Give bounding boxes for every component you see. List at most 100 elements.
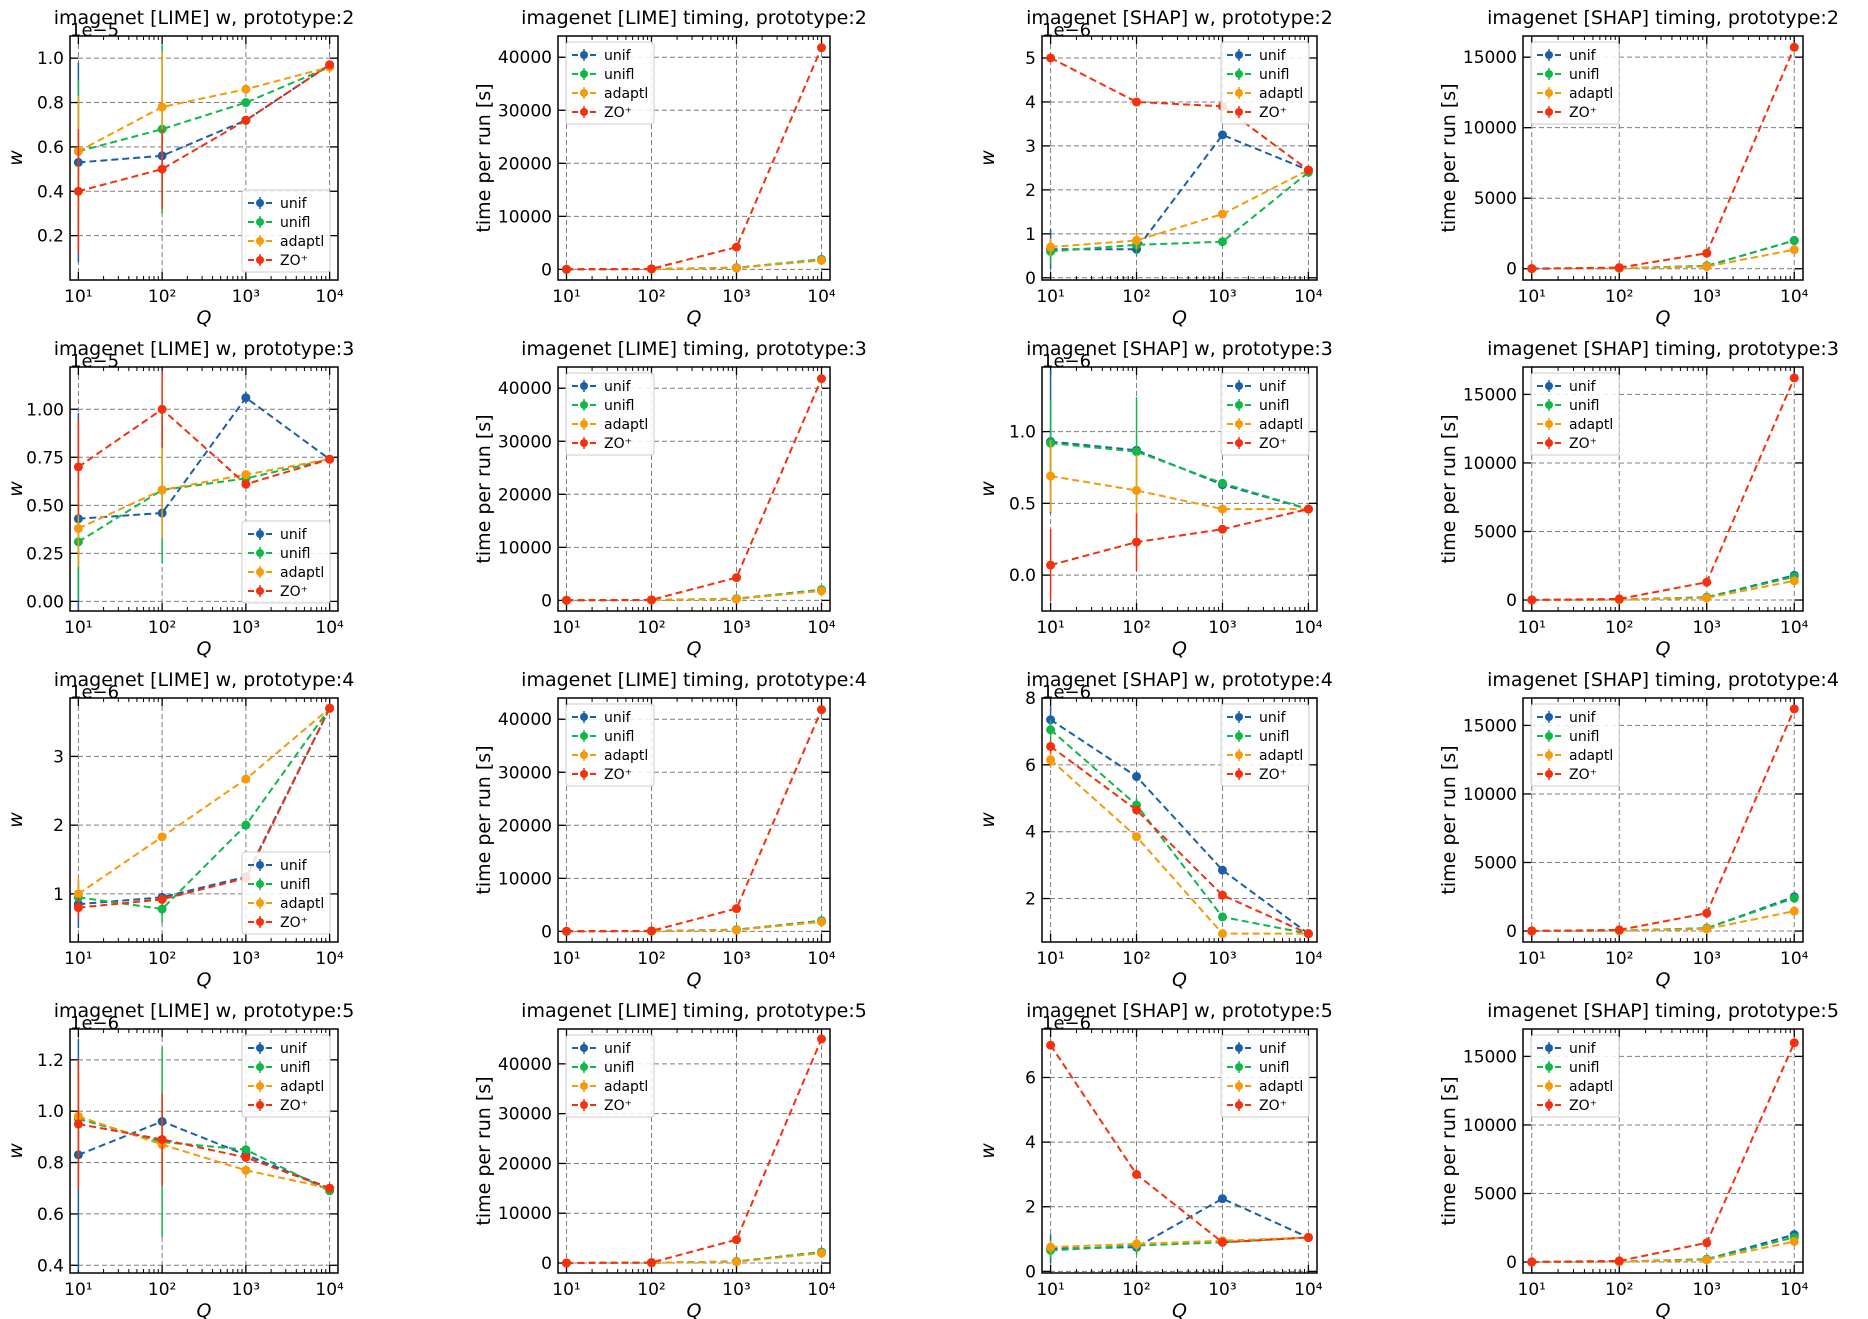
data-point <box>647 1258 656 1268</box>
legend-swatch-marker <box>1235 70 1243 78</box>
data-point <box>241 1165 251 1175</box>
chart-panel-3: imagenet [SHAP] w, prototype:21e−6 10¹ 10²… <box>977 7 1333 329</box>
x-tick-label: 10³ <box>722 287 750 307</box>
legend-swatch-marker <box>580 382 588 390</box>
legend-swatch-marker <box>1235 439 1243 447</box>
x-axis-label: Q <box>197 969 212 991</box>
chart-title: imagenet [LIME] w, prototype:3 <box>54 338 355 360</box>
chart-title: imagenet [LIME] timing, prototype:5 <box>521 1000 867 1022</box>
y-tick-label: 20000 <box>498 154 552 174</box>
x-tick-label: 10³ <box>1693 1280 1721 1300</box>
x-axis-label: Q <box>1656 307 1671 329</box>
data-point <box>1702 577 1712 587</box>
x-tick-label: 10² <box>148 287 176 307</box>
legend-swatch-marker <box>580 70 588 78</box>
series-line <box>1531 239 1795 270</box>
x-tick-label: 10⁴ <box>807 618 836 638</box>
legend-item-adaptl: adaptl <box>572 1079 648 1095</box>
data-point <box>1217 912 1227 922</box>
data-point <box>1132 97 1142 107</box>
legend-label: unifl <box>1259 398 1289 414</box>
plot-frame <box>557 1028 831 1274</box>
plot-frame <box>1041 366 1318 612</box>
data-point <box>1217 478 1227 488</box>
legend-swatch-marker <box>1235 732 1243 740</box>
x-tick-label: 10² <box>637 618 665 638</box>
legend-item-unif: unif <box>572 1041 632 1057</box>
data-point <box>325 454 335 464</box>
x-tick-label: 10⁴ <box>1780 1280 1809 1300</box>
legend-label: unif <box>280 858 308 874</box>
y-tick-label: 6 <box>1025 756 1036 776</box>
legend-swatch-marker <box>1545 751 1553 759</box>
y-tick-label: 0 <box>541 922 552 942</box>
data-point <box>1217 504 1227 514</box>
legend-swatch-marker <box>580 770 588 778</box>
y-tick-label: 0.0 <box>1009 566 1036 586</box>
x-tick-label: 10¹ <box>552 1280 580 1300</box>
data-point <box>1217 209 1227 219</box>
series-line <box>566 709 823 933</box>
legend: unif unifl adaptl ZO⁺ <box>565 703 655 787</box>
y-tick-label: 15000 <box>1463 385 1517 405</box>
series-line <box>78 707 331 909</box>
y-tick-label: 1.2 <box>37 1051 64 1071</box>
y-tick-label: 10000 <box>498 538 552 558</box>
series-line <box>1531 895 1795 932</box>
plot-frame <box>1041 35 1318 281</box>
legend-swatch-marker <box>1235 1063 1243 1071</box>
data-point <box>1702 924 1712 934</box>
x-tick-label: 10⁴ <box>315 949 344 969</box>
x-tick-label: 10¹ <box>64 949 92 969</box>
legend-label: adaptl <box>1259 86 1303 102</box>
data-point <box>1614 263 1624 273</box>
plot-frame <box>557 35 831 281</box>
data-point <box>1046 1040 1056 1050</box>
data-point <box>1132 447 1142 457</box>
legend-label: adaptl <box>1259 748 1303 764</box>
y-axis-label: w <box>5 481 27 497</box>
series-line <box>77 66 330 153</box>
legend-label: adaptl <box>604 748 648 764</box>
y-tick-label: 10000 <box>1463 785 1517 805</box>
data-point <box>562 926 571 936</box>
legend-label: unif <box>1259 48 1287 64</box>
plot-frame <box>1041 1028 1318 1274</box>
y-offset-text: 1e−6 <box>70 682 119 703</box>
legend-label: adaptl <box>604 417 648 433</box>
chart-panel-4: imagenet [SHAP] timing, prototype:2 10¹ 10… <box>1438 7 1839 329</box>
legend-swatch-marker <box>580 439 588 447</box>
series-line <box>1050 171 1310 253</box>
legend-box <box>1220 1034 1310 1118</box>
x-tick-label: 10³ <box>1693 618 1721 638</box>
x-tick-label: 10⁴ <box>1294 949 1323 969</box>
data-point <box>1046 560 1056 570</box>
data-point <box>241 393 251 403</box>
y-offset-text: 1e−6 <box>70 1013 119 1034</box>
x-tick-label: 10¹ <box>552 287 580 307</box>
data-point <box>1046 471 1056 481</box>
y-tick-label: 3 <box>1025 137 1036 157</box>
legend-swatch-marker <box>580 1101 588 1109</box>
chart-panel-6: imagenet [LIME] timing, prototype:3 10¹ 10… <box>473 338 867 660</box>
series-line <box>566 589 822 602</box>
legend-item-adaptl: adaptl <box>572 86 648 102</box>
x-tick-label: 10¹ <box>1518 949 1546 969</box>
data-point <box>1614 925 1624 935</box>
data-point <box>1217 890 1227 900</box>
legend-box <box>1220 703 1310 787</box>
legend-label: unif <box>280 1041 308 1057</box>
y-tick-label: 30000 <box>498 763 552 783</box>
series-line <box>1531 1236 1795 1263</box>
legend-label: unifl <box>280 1060 310 1076</box>
series-line <box>78 396 331 520</box>
legend-item-adaptl: adaptl <box>572 417 648 433</box>
legend-swatch-marker <box>256 568 264 576</box>
legend-swatch-marker <box>1545 382 1553 390</box>
legend-item-unifl: unifl <box>572 729 634 745</box>
y-tick-label: 0.75 <box>26 448 64 468</box>
data-point <box>1702 908 1712 918</box>
legend-swatch-marker <box>580 108 588 116</box>
legend-label: ZO⁺ <box>1569 767 1597 783</box>
